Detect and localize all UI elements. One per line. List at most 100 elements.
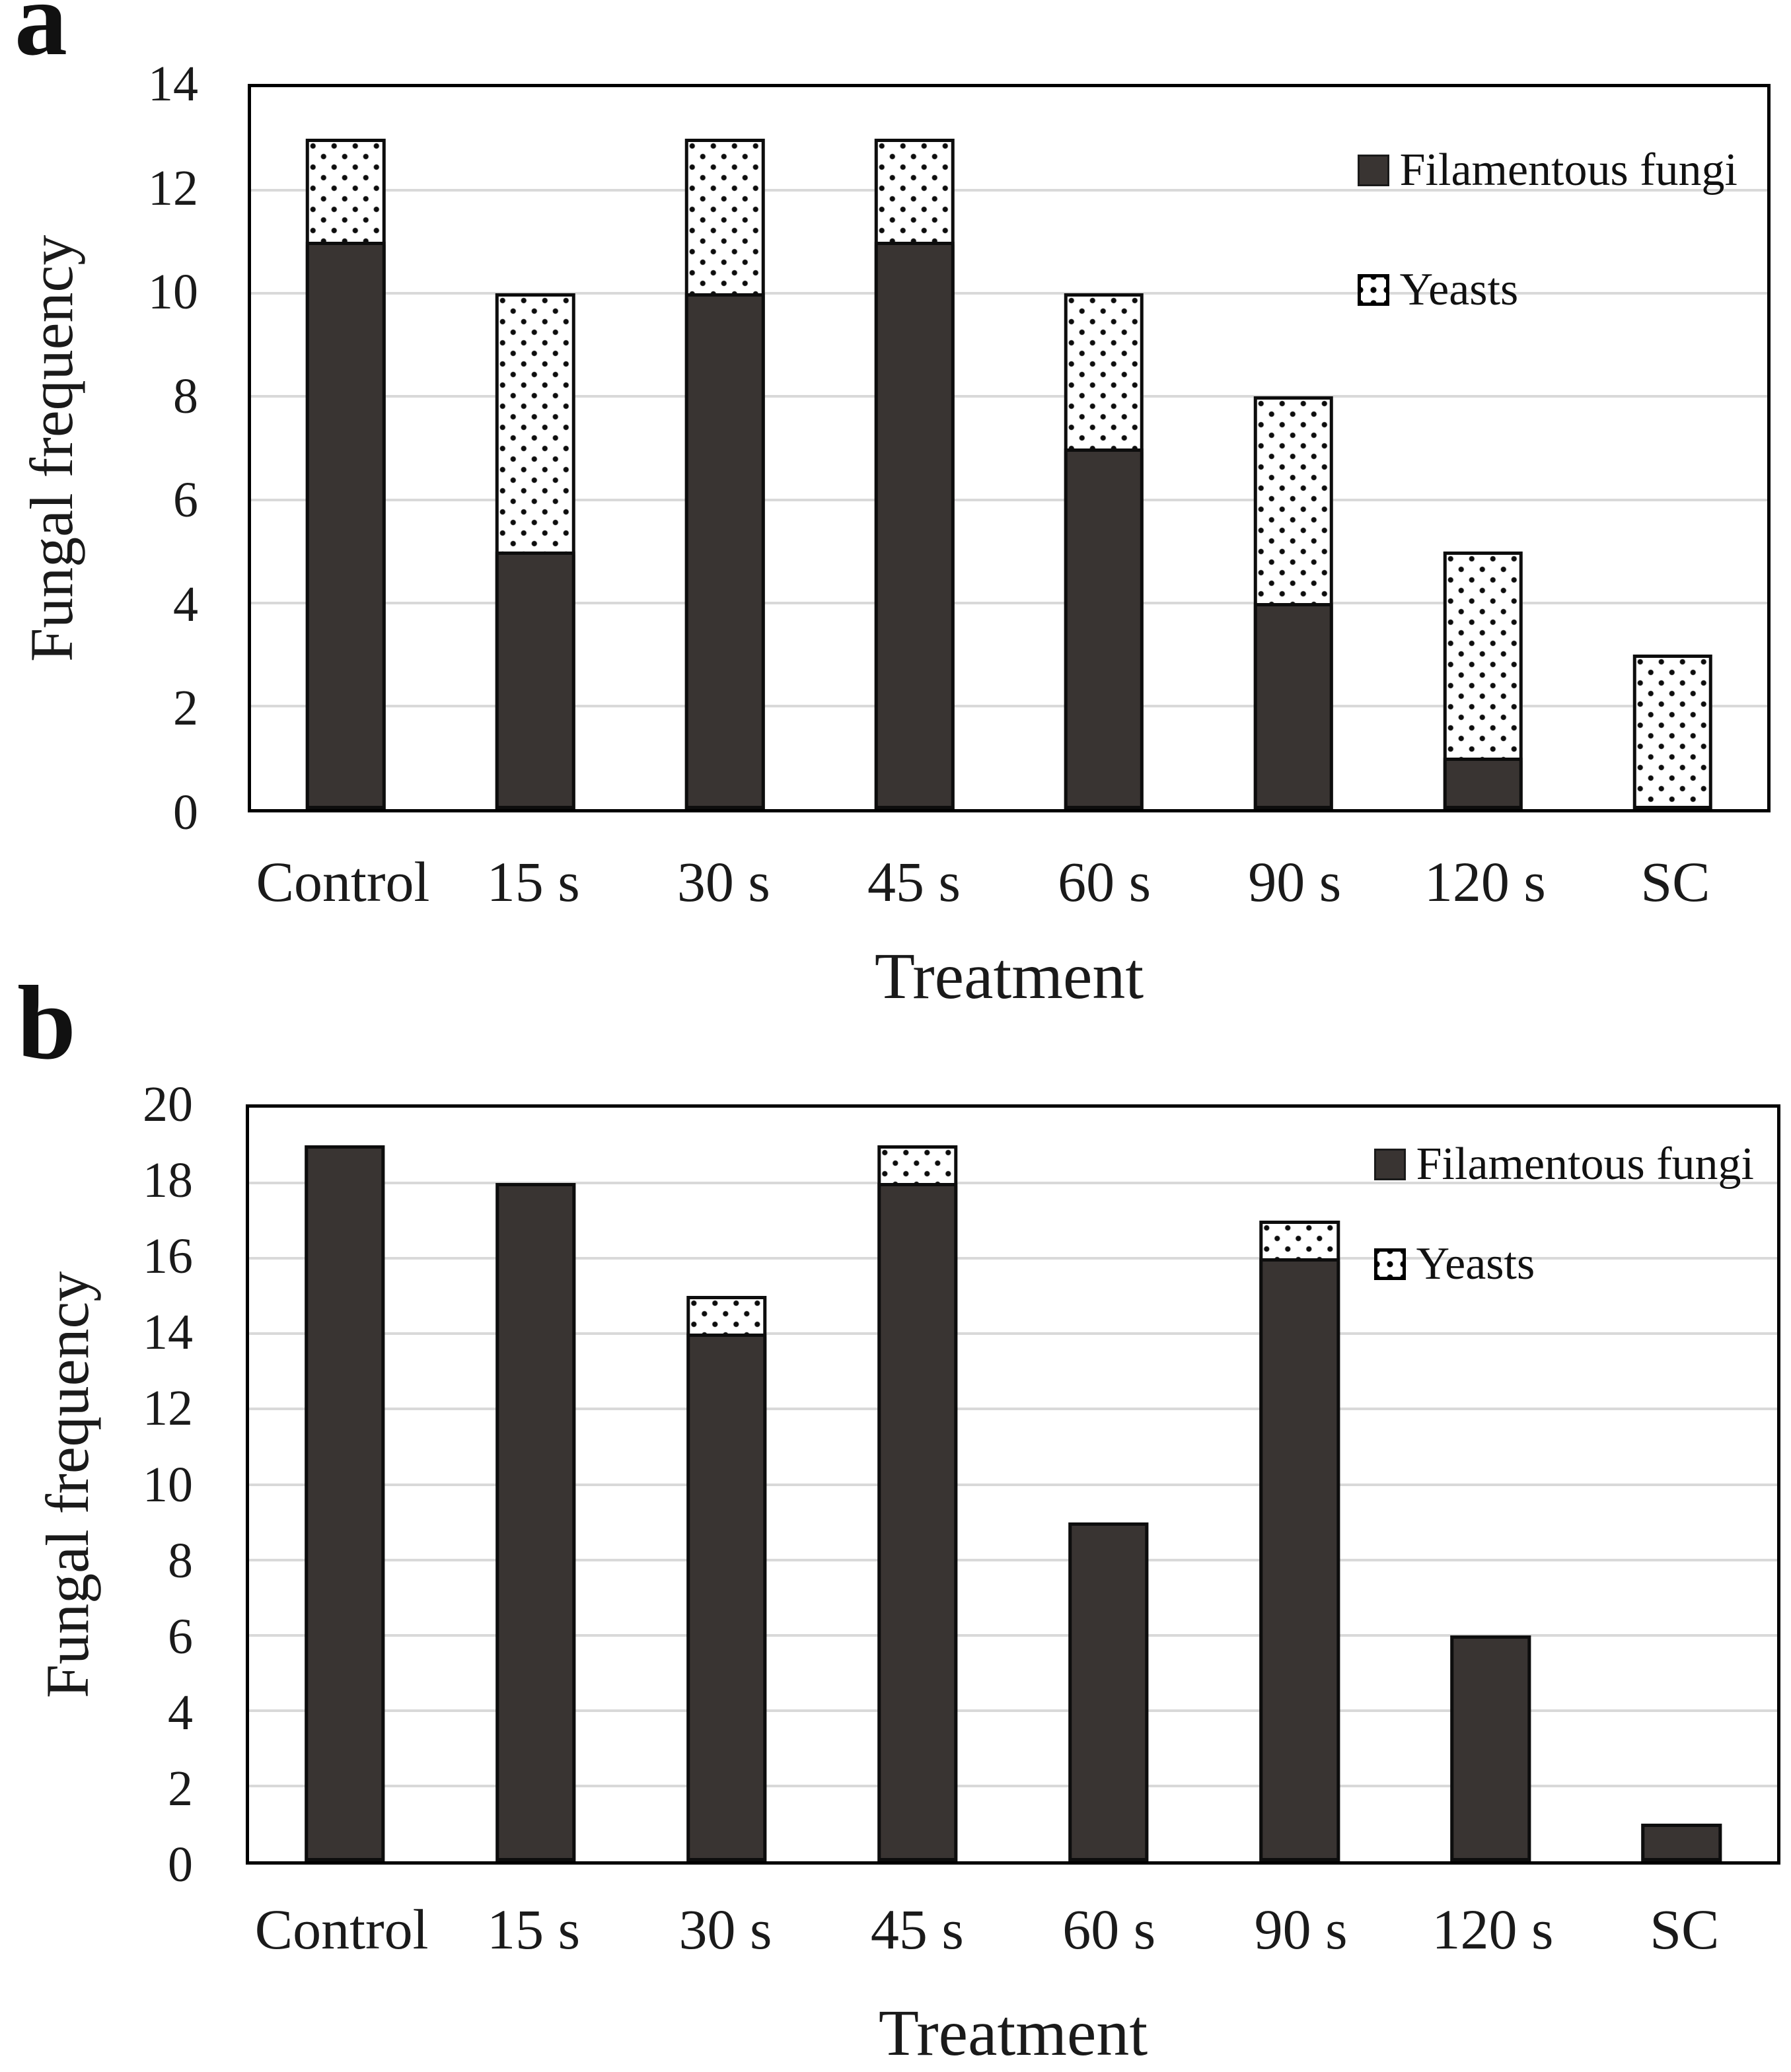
legend-entry-filamentous: Filamentous fungi [1357,140,1737,200]
x-tick-label: 90 s [1248,850,1342,913]
gridline [249,1784,1777,1787]
x-tick-label: 15 s [486,850,580,913]
x-tick-label: 15 s [487,1898,581,1961]
y-tick-label: 0 [168,1837,193,1892]
x-tick-label: 30 s [676,850,770,913]
legend-label-yeasts: Yeasts [1399,264,1519,315]
y-tick-label: 8 [168,1532,193,1589]
bar-segment-yeasts [877,1145,958,1187]
x-axis-labels-a: Control 15 s 30 s 45 s 60 s 90 s 120 s SC [248,853,1771,926]
bar-segment-filamentous [877,1183,958,1861]
bar-segment-filamentous [306,242,386,809]
legend-entry-yeasts: Yeasts [1373,1234,1754,1294]
panel-a-letter: a [15,0,67,77]
y-tick-label: 6 [173,472,198,528]
gridline [249,1633,1777,1637]
legend-label-filamentous: Filamentous fungi [1416,1139,1754,1190]
x-tick-label: 120 s [1432,1898,1554,1961]
bars-layer-a [251,87,1767,809]
x-axis-labels-b: Control 15 s 30 s 45 s 60 s 90 s 120 s SC [246,1901,1780,1974]
y-tick-label: 4 [168,1684,193,1740]
chart-panel-a: a Fungal frequency 0 2 4 6 8 10 12 14 Filamento… [0,0,1791,1009]
x-tick-label: SC [1640,850,1710,913]
y-tick-label: 16 [143,1229,193,1285]
legend-a: Filamentous fungi Yeasts [1357,140,1737,320]
x-tick-label: 60 s [1058,850,1151,913]
gridline [251,498,1767,501]
x-tick-label: 60 s [1062,1898,1156,1961]
bar-segment-yeasts [1253,396,1334,606]
x-tick-label: 45 s [870,1898,964,1961]
gridline [251,292,1767,295]
bar-segment-filamentous [1068,1522,1149,1861]
gridline [251,704,1767,707]
panel-b-letter: b [17,964,76,1081]
bar-segment-yeasts [306,139,386,246]
gridline [249,1483,1777,1486]
legend-b: Filamentous fungi Yeasts [1373,1134,1754,1294]
gridline [249,1182,1777,1185]
gridline [251,189,1767,192]
gridline [249,1332,1777,1336]
y-axis-ticks-b: 0 2 4 6 8 10 12 14 16 18 20 [0,1079,193,1890]
legend-entry-yeasts: Yeasts [1357,260,1737,320]
legend-swatch-yeasts-icon [1357,273,1389,306]
bar-segment-yeasts [686,1296,767,1338]
y-tick-label: 14 [148,56,198,112]
x-tick-label: 45 s [867,850,961,913]
bar-segment-filamentous [1064,448,1144,809]
bar-segment-yeasts [1064,293,1144,452]
bar-segment-yeasts [684,139,765,297]
legend-swatch-filamentous-icon [1357,154,1389,186]
bars-layer-b [249,1108,1777,1861]
bar-segment-yeasts [495,293,575,555]
gridlines-b [249,1108,1777,1861]
gridline [251,395,1767,398]
x-axis-title-a: Treatment [874,939,1144,1013]
bar-segment-filamentous [495,551,575,809]
y-tick-label: 6 [168,1608,193,1664]
legend-label-yeasts: Yeasts [1416,1238,1535,1289]
plot-area-a: Filamentous fungi Yeasts [248,84,1771,812]
y-tick-label: 4 [173,576,198,632]
bar-segment-filamentous [684,293,765,809]
gridline [249,1257,1777,1260]
x-tick-label: 120 s [1424,850,1546,913]
bar-segment-yeasts [874,139,955,246]
y-tick-label: 14 [143,1304,193,1361]
y-tick-label: 2 [168,1760,193,1816]
bar-segment-filamentous [686,1334,767,1861]
bar-segment-filamentous [495,1183,576,1861]
legend-swatch-filamentous-icon [1373,1148,1406,1180]
bar-segment-filamentous [1641,1823,1722,1861]
y-tick-label: 10 [143,1456,193,1513]
x-tick-label: 90 s [1254,1898,1348,1961]
x-tick-label: 30 s [678,1898,772,1961]
bar-segment-yeasts [1259,1221,1340,1262]
y-tick-label: 20 [143,1077,193,1132]
x-tick-label: Control [256,850,430,913]
x-tick-label: SC [1650,1898,1720,1961]
y-tick-label: 10 [148,264,198,320]
gridline [251,601,1767,604]
y-axis-ticks-a: 0 2 4 6 8 10 12 14 [0,59,198,838]
bar-segment-filamentous [1443,757,1523,809]
bar-segment-filamentous [304,1145,385,1861]
gridline [249,1408,1777,1411]
y-tick-label: 18 [143,1153,193,1209]
y-tick-label: 2 [173,680,198,736]
bar-segment-filamentous [1450,1635,1531,1861]
legend-label-filamentous: Filamentous fungi [1399,145,1737,196]
gridline [249,1709,1777,1712]
plot-area-b: Filamentous fungi Yeasts [246,1104,1780,1865]
chart-panel-b: b Fungal frequency 0 2 4 6 8 10 12 14 16 18 20 Fil… [0,958,1791,2072]
y-tick-label: 0 [173,785,198,840]
bar-segment-filamentous [1253,602,1334,809]
bar-segment-yeasts [1443,551,1523,761]
x-tick-label: Control [254,1898,429,1961]
bar-segment-yeasts [1632,654,1712,809]
legend-swatch-yeasts-icon [1373,1248,1406,1280]
legend-entry-filamentous: Filamentous fungi [1373,1134,1754,1194]
bar-segment-filamentous [874,242,955,809]
